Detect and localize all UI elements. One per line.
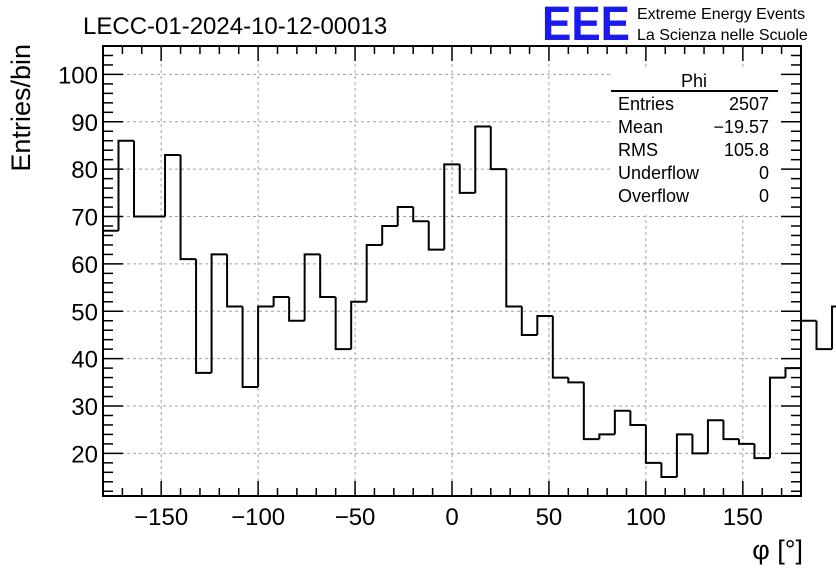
y-tick-label: 80: [71, 157, 98, 184]
histogram-bin: [288, 297, 305, 322]
logo-line-2: La Scienza nelle Scuole: [637, 27, 808, 44]
x-tick-label: 100: [626, 504, 666, 531]
stats-row-label: Entries: [618, 94, 674, 114]
stats-row-value: 105.8: [724, 140, 769, 160]
stats-row-value: 0: [759, 163, 769, 183]
stats-title: Phi: [681, 71, 707, 91]
x-tick-label: 50: [536, 504, 563, 531]
histogram-bin: [598, 433, 615, 440]
histogram-bin: [443, 163, 460, 250]
histogram-bin: [458, 164, 476, 194]
histogram-bin: [768, 376, 786, 459]
histogram-bin: [567, 377, 584, 384]
histogram-bin: [334, 297, 352, 351]
histogram-bin: [365, 243, 383, 302]
histogram-bin: [303, 253, 321, 321]
eee-logo-mark: EEE: [542, 0, 630, 51]
histogram-bin: [319, 254, 336, 299]
stats-row-label: Underflow: [618, 163, 700, 183]
histogram-bin: [164, 153, 181, 217]
histogram-bin: [706, 419, 724, 454]
stats-rows: Entries 2507 Mean −19.57 RMS 105.8 Underflow 0 O…: [618, 94, 769, 206]
histogram-bin: [691, 434, 708, 455]
y-tick-label: 60: [71, 252, 98, 279]
histogram-bin: [210, 253, 228, 373]
histogram-bin: [226, 254, 243, 308]
histogram-bin: [474, 125, 491, 193]
histogram-bin: [505, 169, 522, 308]
histogram-bin: [582, 382, 600, 441]
y-tick-label: 100: [58, 62, 98, 89]
histogram-bin: [117, 139, 135, 231]
histogram-bin: [489, 126, 507, 171]
histogram-bin: [551, 316, 569, 379]
histogram-bin: [412, 207, 429, 223]
histogram-bin: [660, 462, 677, 479]
eee-logo: EEE Extreme Energy Events La Scienza nel…: [542, 0, 808, 51]
frame-and-ticks: [102, 45, 802, 497]
x-tick-label: −100: [231, 504, 285, 531]
stats-row-value: −19.57: [713, 117, 769, 137]
x-tick-label: −150: [134, 504, 188, 531]
y-tick-label: 70: [71, 205, 98, 232]
histogram-bin: [753, 443, 770, 460]
stats-row-label: RMS: [618, 140, 658, 160]
stats-box: Phi Entries 2507 Mean −19.57 RMS 105.8 Underfl…: [610, 67, 778, 215]
histogram-bin: [195, 259, 212, 374]
x-tick-label: 0: [445, 504, 458, 531]
x-tick-label: −50: [335, 504, 376, 531]
histogram-bin: [722, 420, 739, 441]
y-axis-label: Entries/bin: [6, 44, 36, 172]
histogram-bin: [675, 433, 693, 478]
histogram-bin: [629, 410, 646, 426]
y-tick-label: 20: [71, 441, 98, 468]
y-tick-label: 50: [71, 299, 98, 326]
histogram-bin: [831, 305, 836, 350]
histogram-bin: [613, 409, 631, 435]
chart-title: LECC-01-2024-10-12-00013: [83, 13, 387, 40]
histogram-bin: [815, 320, 833, 351]
logo-line-1: Extreme Energy Events: [637, 6, 805, 23]
y-tick-label: 40: [71, 347, 98, 374]
histogram-bin: [644, 424, 662, 464]
histogram-bin: [133, 140, 150, 218]
stats-row-value: 2507: [729, 94, 769, 114]
x-axis-label: φ [°]: [752, 535, 803, 565]
histogram-bin: [784, 367, 801, 378]
histogram-bin: [272, 296, 290, 307]
histogram-bin: [381, 225, 398, 245]
histogram-bin: [737, 439, 755, 445]
y-tick-label: 90: [71, 110, 98, 137]
histogram-bin: [800, 319, 817, 369]
histogram-bin: [179, 154, 197, 261]
stats-row-value: 0: [759, 186, 769, 206]
histogram-bin: [536, 315, 553, 335]
x-tick-label: 150: [723, 504, 763, 531]
stats-row-label: Overflow: [618, 186, 690, 206]
histogram-bin: [427, 221, 445, 251]
histogram-layer: [103, 125, 836, 479]
histogram-bin: [520, 306, 538, 336]
histogram-bin: [350, 300, 367, 350]
histogram-bin: [241, 306, 259, 389]
histogram-bin: [257, 305, 274, 388]
stats-row-label: Mean: [618, 117, 663, 137]
histogram-bin: [396, 206, 414, 226]
tick-labels: −150 −100 −50 0 50 100 150 20 30 40 50 60 70 80 90 100: [58, 62, 763, 531]
y-tick-label: 30: [71, 394, 98, 421]
